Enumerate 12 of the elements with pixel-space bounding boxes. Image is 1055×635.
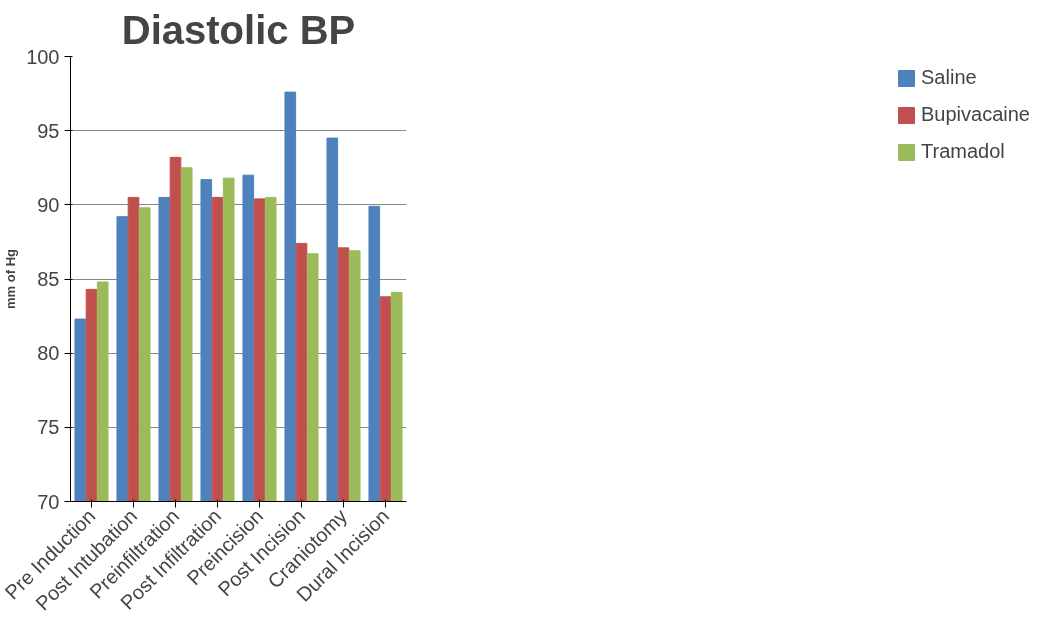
y-tick-label: 80 <box>37 342 60 365</box>
y-tick-label: 75 <box>37 416 60 439</box>
legend-label: Bupivacaine <box>921 103 1030 126</box>
y-tick-label: 70 <box>37 490 60 513</box>
y-axis-title: mm of Hg <box>3 248 19 309</box>
chart-title: Diastolic BP <box>121 7 356 52</box>
y-tick-label: 95 <box>37 119 60 142</box>
y-tick-label: 100 <box>26 45 60 68</box>
y-tick-label: 85 <box>37 268 60 290</box>
y-tick-label: 90 <box>37 193 60 216</box>
legend-label: Tramadol <box>921 140 1005 163</box>
legend-label: Saline <box>921 66 977 89</box>
